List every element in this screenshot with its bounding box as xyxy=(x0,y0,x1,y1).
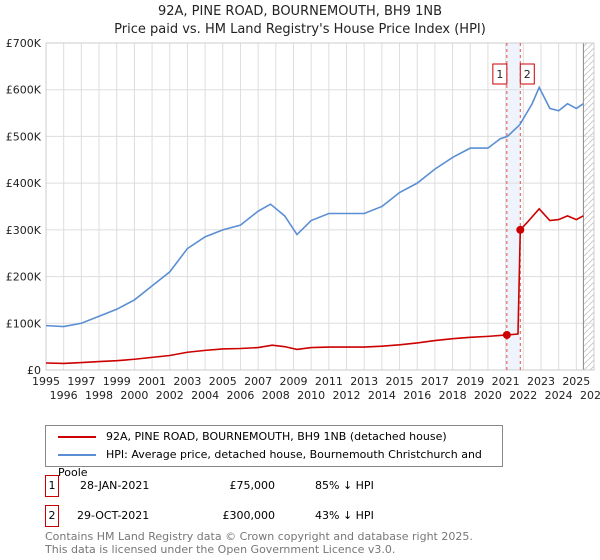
x-tick-label: 2006 xyxy=(226,389,254,402)
y-tick-label: £700K xyxy=(6,37,42,50)
x-tick-label: 1996 xyxy=(50,389,78,402)
sale-label: 1 xyxy=(496,68,503,81)
x-tick-label: 2011 xyxy=(315,375,343,388)
x-tick-label: 2001 xyxy=(138,375,166,388)
x-tick-label: 1995 xyxy=(32,375,60,388)
x-tick-label: 2012 xyxy=(333,389,361,402)
x-tick-label: 2004 xyxy=(191,389,219,402)
plot-frame xyxy=(45,42,595,371)
y-tick-label: £600K xyxy=(6,84,42,97)
chart-title: 92A, PINE ROAD, BOURNEMOUTH, BH9 1NB xyxy=(157,4,442,19)
legend-item-property: 92A, PINE ROAD, BOURNEMOUTH, BH9 1NB (de… xyxy=(58,428,447,446)
x-tick-label: 2002 xyxy=(156,389,184,402)
x-tick-label: 2014 xyxy=(368,389,396,402)
x-tick-label: 2020 xyxy=(474,389,502,402)
legend-item-hpi: HPI: Average price, detached house, Bour… xyxy=(58,448,482,479)
plot-area: 1995199619971998199920002001200220032004… xyxy=(6,37,600,402)
sale-label: 2 xyxy=(524,68,531,81)
sale-point xyxy=(502,330,511,339)
hpi-line xyxy=(45,85,584,328)
sale-label-box xyxy=(519,63,535,85)
footer: Contains HM Land Registry data © Crown c… xyxy=(45,530,473,556)
sale-point xyxy=(516,225,525,234)
legend: 92A, PINE ROAD, BOURNEMOUTH, BH9 1NB (de… xyxy=(45,425,503,479)
x-tick-label: 2022 xyxy=(509,389,537,402)
x-tick-label: 2008 xyxy=(262,389,290,402)
x-tick-label: 2018 xyxy=(439,389,467,402)
x-tick-label: 1999 xyxy=(103,375,131,388)
property-price-line xyxy=(45,207,584,365)
x-tick-label: 2013 xyxy=(350,375,378,388)
x-tick-label: 2021 xyxy=(492,375,520,388)
x-tick-label: 2016 xyxy=(403,389,431,402)
x-tick-label: 2025 xyxy=(562,375,590,388)
x-tick-label: 2023 xyxy=(527,375,555,388)
x-tick-label: 2010 xyxy=(297,389,325,402)
x-tick-label: 2019 xyxy=(456,375,484,388)
sale-span-shade xyxy=(506,43,521,370)
x-tick-label: 2009 xyxy=(279,375,307,388)
x-tick-label: 1997 xyxy=(67,375,95,388)
x-tick-label: 2005 xyxy=(209,375,237,388)
y-tick-label: £200K xyxy=(6,271,42,284)
x-tick-label: 2015 xyxy=(386,375,414,388)
y-tick-label: £400K xyxy=(6,177,42,190)
y-tick-label: £100K xyxy=(6,317,42,330)
y-tick-label: £300K xyxy=(6,224,42,237)
sale-label-box xyxy=(492,63,508,85)
y-tick-label: £0 xyxy=(27,364,41,377)
x-tick-label: 2000 xyxy=(120,389,148,402)
chart-subtitle: Price paid vs. HM Land Registry's House … xyxy=(114,22,486,37)
future-hatch xyxy=(583,43,594,370)
x-tick-label: 2024 xyxy=(545,389,573,402)
x-tick-label: 1998 xyxy=(85,389,113,402)
x-tick-label: 2007 xyxy=(244,375,272,388)
x-tick-label: 2026 xyxy=(580,389,600,402)
y-tick-label: £500K xyxy=(6,130,42,143)
x-tick-label: 2017 xyxy=(421,375,449,388)
x-tick-label: 2003 xyxy=(173,375,201,388)
